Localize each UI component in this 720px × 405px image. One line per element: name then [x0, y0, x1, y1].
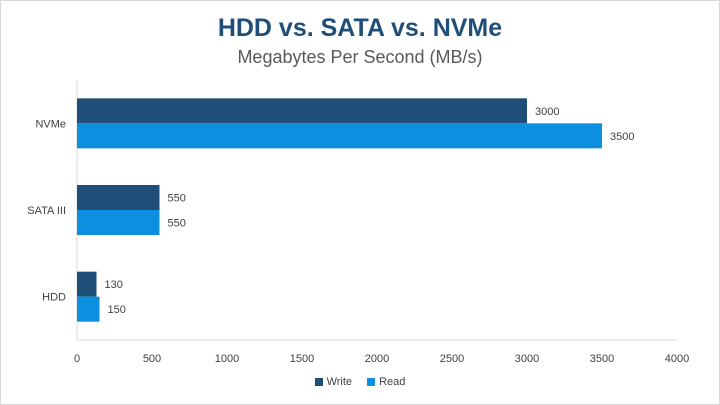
data-label: 550 [168, 193, 186, 205]
chart-legend: Write Read [0, 376, 720, 388]
legend-item-read: Read [367, 376, 405, 388]
category-label: SATA III [27, 205, 66, 217]
legend-swatch-write [314, 378, 323, 387]
x-tick-label: 3500 [590, 353, 614, 365]
x-tick-label: 500 [143, 353, 161, 365]
data-label: 150 [108, 304, 126, 316]
legend-swatch-read [367, 378, 376, 387]
x-tick-label: 3000 [515, 353, 539, 365]
bar-write-sata-iii [77, 185, 160, 210]
x-tick-label: 2000 [365, 353, 389, 365]
legend-label-read: Read [379, 376, 406, 389]
data-label: 3000 [535, 106, 559, 118]
bar-read-hdd [77, 296, 100, 322]
bar-write-nvme [77, 98, 527, 124]
data-label: 130 [105, 279, 123, 291]
x-tick-label: 1000 [215, 353, 239, 365]
data-label: 550 [168, 218, 186, 230]
x-tick-label: 0 [74, 353, 80, 365]
category-label: NVMe [35, 118, 66, 130]
chart-subtitle: Megabytes Per Second (MB/s) [237, 47, 483, 67]
x-tick-label: 4000 [665, 353, 689, 365]
x-tick-label: 1500 [290, 353, 314, 365]
bar-read-sata-iii [77, 210, 160, 235]
chart-title: HDD vs. SATA vs. NVMe [217, 14, 503, 42]
bar-read-nvme [77, 123, 602, 149]
legend-item-write: Write [314, 376, 353, 389]
legend-label-write: Write [326, 376, 353, 389]
data-label: 3500 [610, 131, 634, 143]
category-label: HDD [42, 292, 66, 304]
bar-write-hdd [77, 271, 97, 297]
x-tick-label: 2500 [440, 353, 464, 365]
